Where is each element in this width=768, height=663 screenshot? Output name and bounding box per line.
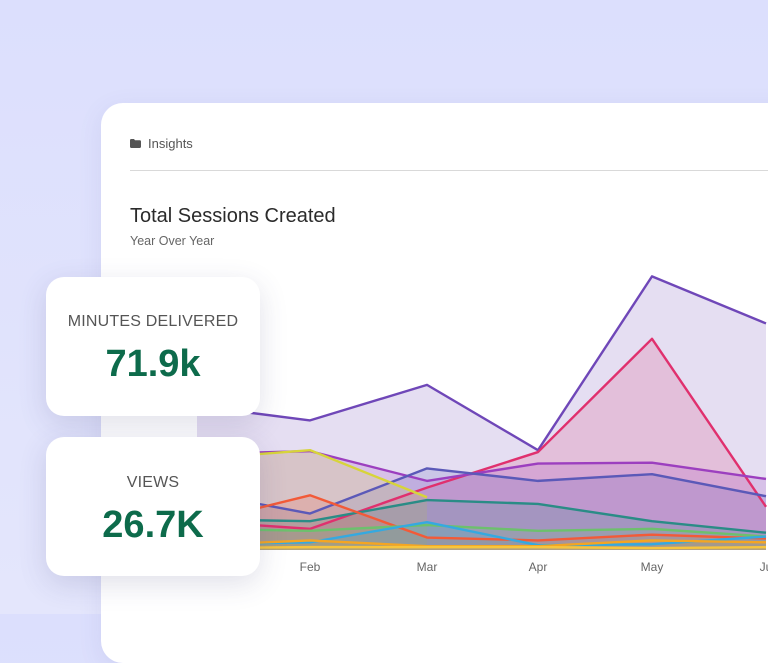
minutes-delivered-card: MINUTES DELIVERED 71.9k (46, 277, 260, 416)
series-line-1 (196, 337, 767, 531)
x-tick-label: Feb (300, 560, 321, 574)
series-line-7 (196, 523, 767, 538)
chart-subtitle: Year Over Year (130, 234, 215, 248)
insights-panel: Insights Total Sessions Created Year Ove… (101, 103, 768, 663)
series-area-0 (197, 276, 766, 550)
x-tick-label: Apr (529, 560, 548, 574)
series-line-0 (196, 275, 767, 452)
sessions-area-chart: Feb Mar Apr May Ju (196, 275, 768, 574)
x-tick-label: Ju (760, 560, 768, 574)
breadcrumb[interactable]: Insights (130, 136, 193, 151)
views-label: VIEWS (126, 474, 180, 491)
series-line-3 (196, 467, 767, 515)
folder-icon (130, 139, 141, 148)
minutes-delivered-value: 71.9k (105, 343, 201, 385)
series-area-1 (197, 338, 766, 550)
x-tick-label: Mar (417, 560, 438, 574)
views-value: 26.7K (102, 504, 204, 546)
series-line-5 (196, 498, 767, 534)
minutes-delivered-label: MINUTES DELIVERED (67, 313, 239, 330)
breadcrumb-label: Insights (148, 136, 193, 151)
chart-title: Total Sessions Created (130, 205, 336, 227)
x-tick-label: May (641, 560, 664, 574)
series-line-10 (196, 545, 767, 550)
divider (130, 170, 768, 171)
series-line-6 (196, 494, 767, 542)
series-line-8 (196, 520, 767, 547)
views-card: VIEWS 26.7K (46, 437, 260, 576)
